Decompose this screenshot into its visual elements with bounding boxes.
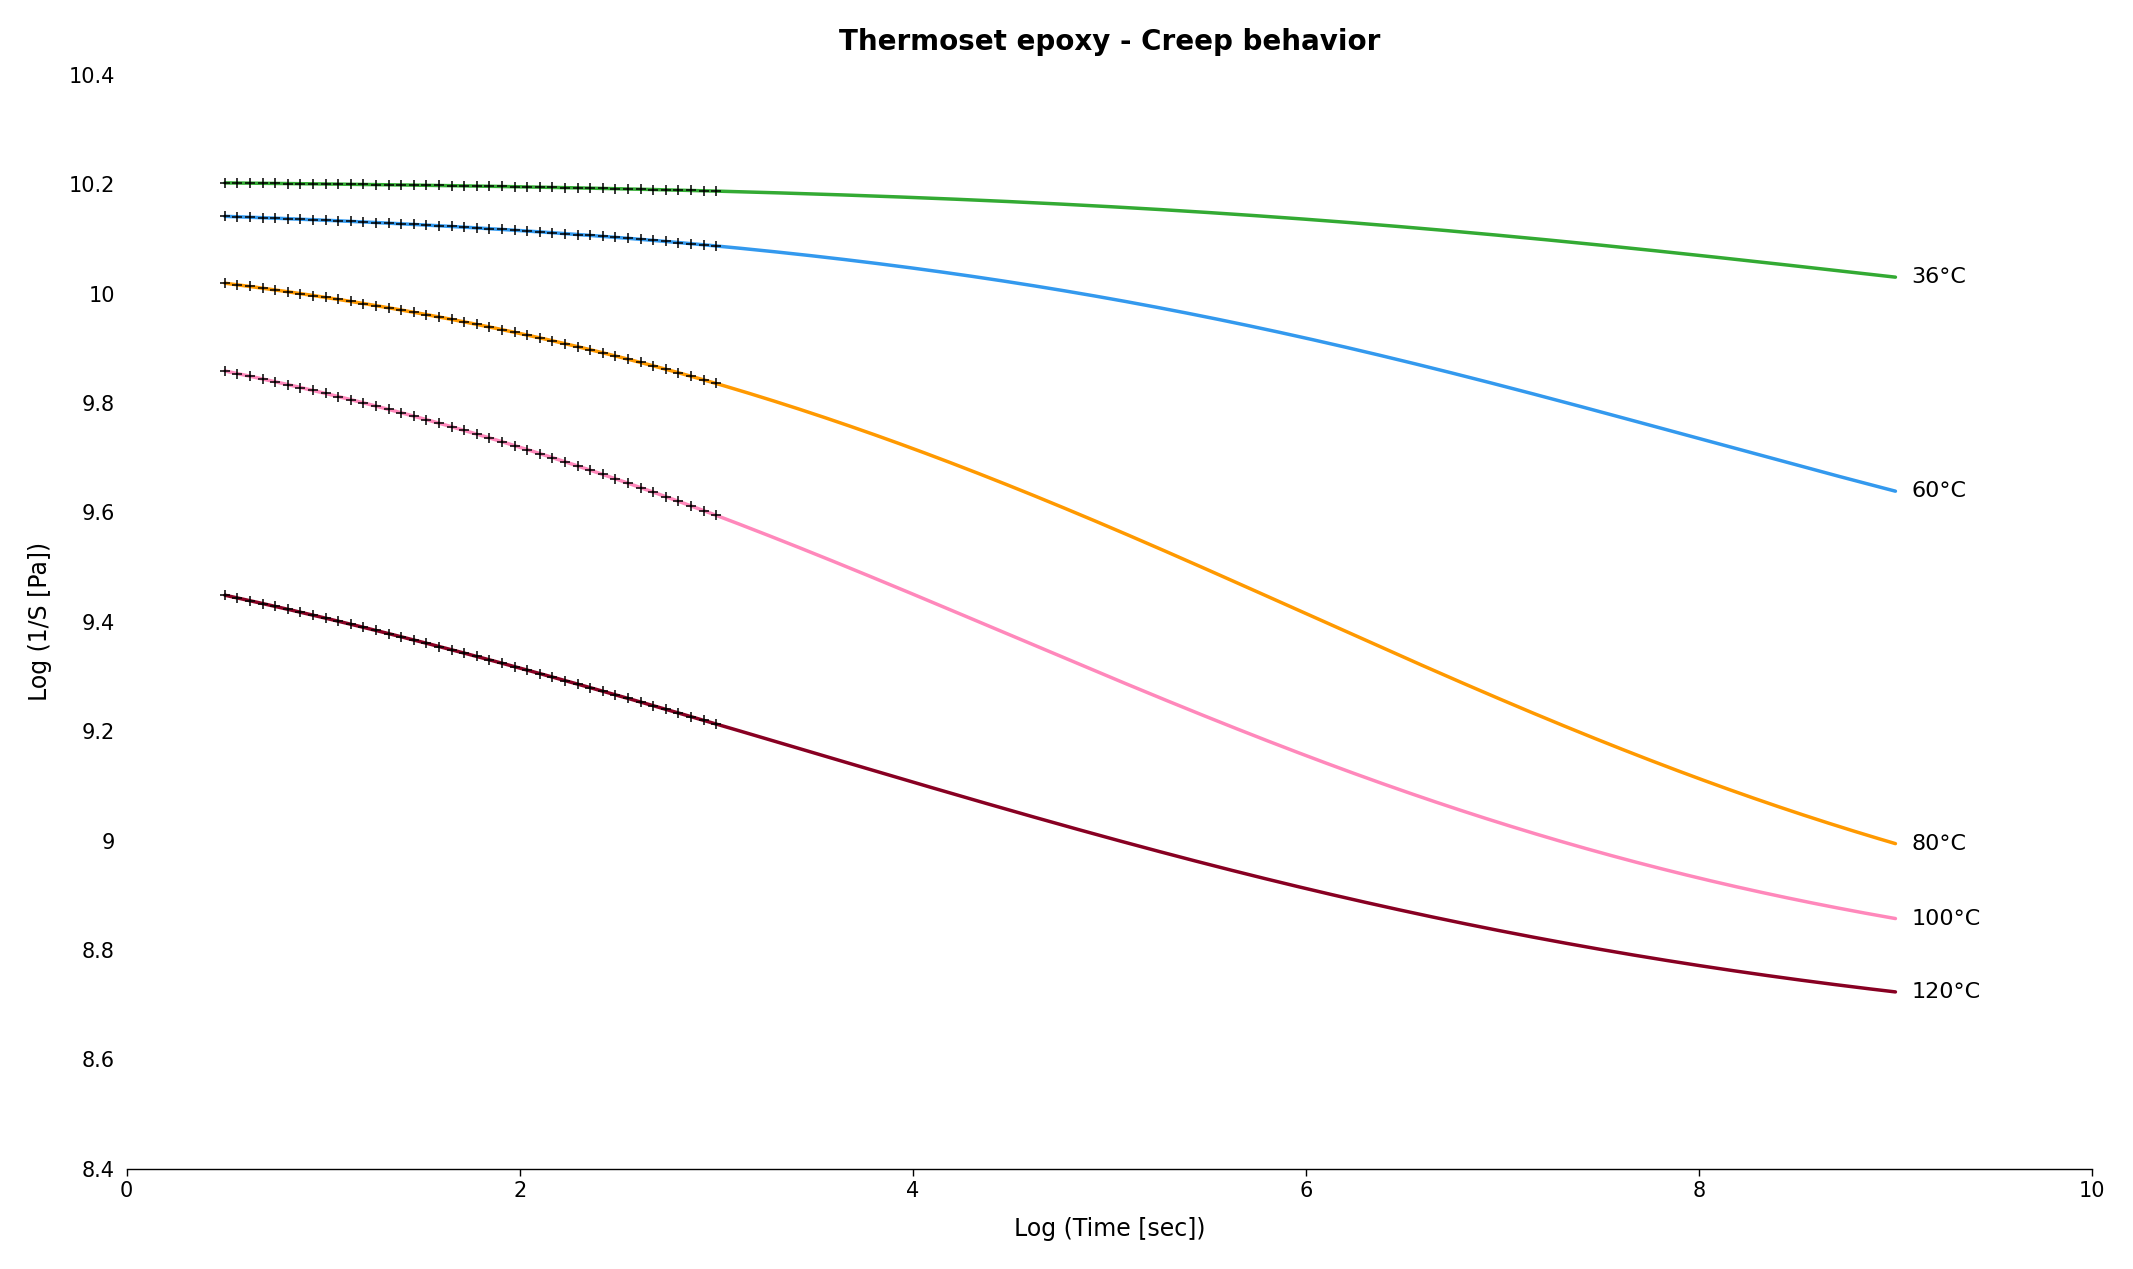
X-axis label: Log (Time [sec]): Log (Time [sec]) — [1013, 1217, 1205, 1241]
Text: 36°C: 36°C — [1911, 268, 1967, 287]
Title: Thermoset epoxy - Creep behavior: Thermoset epoxy - Creep behavior — [838, 28, 1380, 56]
Y-axis label: Log (1/S [Pa]): Log (1/S [Pa]) — [28, 542, 51, 702]
Text: 120°C: 120°C — [1911, 982, 1979, 1003]
Text: 80°C: 80°C — [1911, 834, 1967, 854]
Text: 100°C: 100°C — [1911, 909, 1979, 929]
Text: 60°C: 60°C — [1911, 481, 1967, 501]
